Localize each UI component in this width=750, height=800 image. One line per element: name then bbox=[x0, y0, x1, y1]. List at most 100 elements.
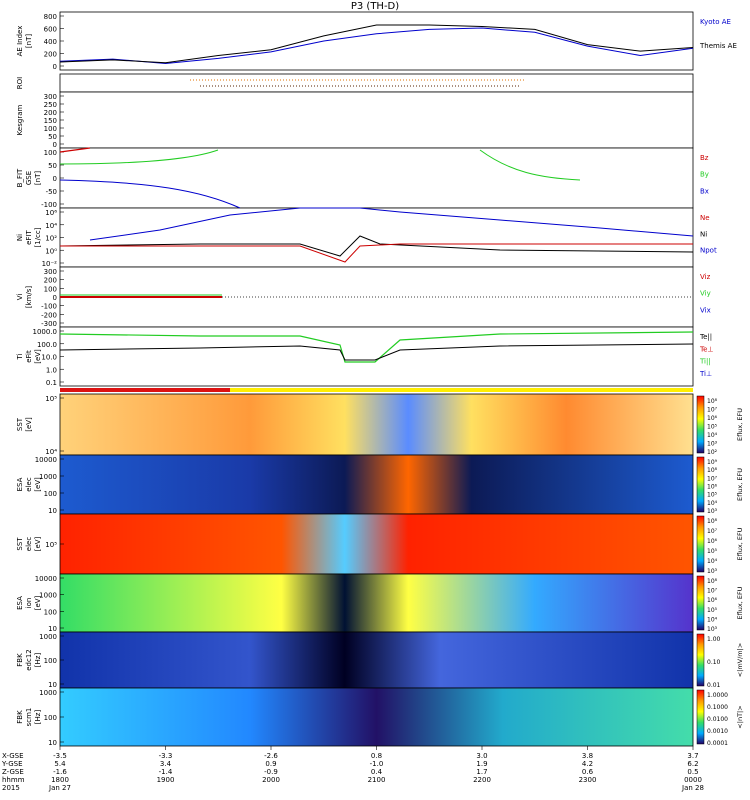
panel-ylabel: SST bbox=[16, 537, 24, 551]
bz-trace bbox=[59, 147, 91, 153]
colorbar-tick-label: 10³ bbox=[707, 441, 718, 448]
panel-tick-label: 800 bbox=[44, 13, 57, 21]
colorbar-tick-label: 10⁷ bbox=[707, 528, 718, 535]
panel-ylabel: ROI bbox=[16, 77, 24, 89]
colorbar-tick-label: 10⁶ bbox=[707, 484, 718, 491]
colorbar bbox=[696, 395, 705, 454]
panel-tick-label: 1000 bbox=[39, 592, 57, 600]
panel-ylabel: ion bbox=[25, 598, 33, 609]
colorbar-tick-label: 10⁷ bbox=[707, 588, 718, 595]
colorbar bbox=[696, 575, 705, 631]
xaxis-tick-label: 0.8 bbox=[371, 752, 382, 760]
colorbar-tick-label: 10³ bbox=[707, 508, 718, 515]
panel-ylabel: FBK bbox=[16, 653, 24, 667]
npot-trace bbox=[89, 207, 694, 241]
panel-tick-label: 100 bbox=[44, 285, 57, 293]
legend-entry: Te|| bbox=[699, 333, 712, 341]
panel-tick-label: -100 bbox=[41, 201, 57, 209]
panel-ylabel: [eV] bbox=[34, 536, 42, 551]
plot-title: P3 (TH-D) bbox=[351, 1, 399, 12]
panel-ylabel: [Hz] bbox=[34, 653, 42, 668]
xaxis-tick-label: 1.7 bbox=[476, 768, 487, 776]
xaxis-tick-label: -1.4 bbox=[159, 768, 173, 776]
colorbar-tick-label: 10³ bbox=[707, 626, 718, 633]
xaxis-tick-label: 0.5 bbox=[687, 768, 698, 776]
panel-tick-label: -300 bbox=[41, 320, 57, 328]
colorbar-tick-label: 10⁴ bbox=[707, 432, 718, 439]
ae-series-line bbox=[59, 24, 694, 64]
panel-tick-label: 1000 bbox=[39, 689, 57, 697]
colorbar-tick-label: 1.00 bbox=[707, 636, 721, 643]
ae-series-line bbox=[59, 27, 694, 65]
xaxis-tick-label: 2000 bbox=[262, 776, 280, 784]
panel-frame bbox=[59, 454, 694, 515]
panel-frame bbox=[59, 513, 694, 575]
panel-ylabel: Ti bbox=[16, 353, 24, 360]
colorbar-tick-label: 10⁸ bbox=[707, 518, 718, 525]
panel-tick-label: 10 bbox=[48, 625, 57, 633]
legend-entry: Te⊥ bbox=[699, 345, 714, 353]
xaxis-tick-label: 0000 bbox=[684, 776, 702, 784]
legend-entry: Viz bbox=[700, 273, 711, 281]
panel-tick-label: -200 bbox=[41, 311, 57, 319]
colorbar-label: <|mV/m|> bbox=[736, 643, 744, 678]
xaxis-tick-label: 3.4 bbox=[160, 760, 172, 768]
colorbar-tick-label: 10⁵ bbox=[707, 548, 718, 555]
panel-frame bbox=[59, 687, 694, 747]
colorbar-label: Eflux, EFU bbox=[736, 586, 744, 619]
colorbar-tick-label: 10⁵ bbox=[707, 492, 718, 499]
xaxis-tick-label: -1.6 bbox=[53, 768, 67, 776]
legend-entry: Bz bbox=[700, 154, 709, 162]
xaxis-tick-label: 0.4 bbox=[371, 768, 383, 776]
panel-tick-label: 50 bbox=[48, 133, 57, 141]
panel-ylabel: ESA bbox=[16, 596, 24, 610]
panel-tick-label: 400 bbox=[44, 38, 57, 46]
panel-tick-label: 250 bbox=[44, 101, 57, 109]
xaxis-tick-label: 5.4 bbox=[54, 760, 66, 768]
panel-tick-label: 10⁵ bbox=[45, 395, 57, 403]
panel-ylabel: [eV] bbox=[34, 349, 42, 364]
colorbar-tick-label: 10⁸ bbox=[707, 467, 718, 474]
colorbar-tick-label: 0.0100 bbox=[707, 716, 728, 723]
panel-tick-label: 10⁻² bbox=[42, 260, 58, 268]
colorbar-label: Eflux, EFU bbox=[736, 527, 744, 560]
panel-ylabel: SST bbox=[16, 417, 24, 431]
panel-tick-label: 100.0 bbox=[37, 341, 57, 349]
panel-tick-label: 100 bbox=[44, 149, 57, 157]
colorbar-tick-label: 10⁴ bbox=[707, 616, 718, 623]
legend-entry: Npot bbox=[700, 247, 717, 255]
xaxis-tick-label: -0.9 bbox=[264, 768, 278, 776]
panel-tick-label: 10⁴ bbox=[45, 448, 57, 456]
xaxis-tick-label: 3.7 bbox=[687, 752, 698, 760]
colorbar bbox=[696, 456, 705, 513]
panel-tick-label: 0 bbox=[53, 141, 57, 149]
xaxis-tick-label: 1900 bbox=[157, 776, 175, 784]
legend-entry: Ne bbox=[700, 214, 710, 222]
xaxis-tick-label: -3.3 bbox=[159, 752, 173, 760]
colorbar bbox=[696, 633, 705, 687]
colorbar bbox=[696, 689, 705, 745]
colorbar-tick-label: 0.0001 bbox=[707, 740, 728, 747]
legend-entry: Ti⊥ bbox=[699, 370, 712, 378]
legend-entry: Ti|| bbox=[699, 358, 711, 366]
mode-bar-yellow bbox=[230, 388, 693, 392]
xaxis-tick-label: -2.6 bbox=[264, 752, 278, 760]
panel-frame bbox=[59, 91, 694, 149]
xaxis-row-label: Y-GSE bbox=[1, 760, 23, 768]
colorbar-tick-label: 10⁷ bbox=[707, 407, 718, 414]
ne-trace bbox=[60, 243, 693, 263]
panel-ylabel: elec bbox=[25, 477, 33, 492]
xaxis-tick-label: -1.0 bbox=[370, 760, 384, 768]
panel-ylabel: [eV] bbox=[34, 477, 42, 492]
panel-ylabel: GSE bbox=[25, 171, 33, 185]
panel-tick-label: 10 bbox=[48, 739, 57, 747]
panel-frame bbox=[59, 326, 694, 387]
colorbar-tick-label: 10⁷ bbox=[707, 475, 718, 482]
colorbar-tick-label: 0.10 bbox=[707, 659, 721, 666]
mode-bar-red bbox=[60, 388, 230, 392]
panel-ylabel: [nT] bbox=[34, 171, 42, 185]
panel-ylabel: [eV] bbox=[34, 595, 42, 610]
colorbar-tick-label: 10⁸ bbox=[707, 578, 718, 585]
panel-tick-label: 1000 bbox=[39, 473, 57, 481]
